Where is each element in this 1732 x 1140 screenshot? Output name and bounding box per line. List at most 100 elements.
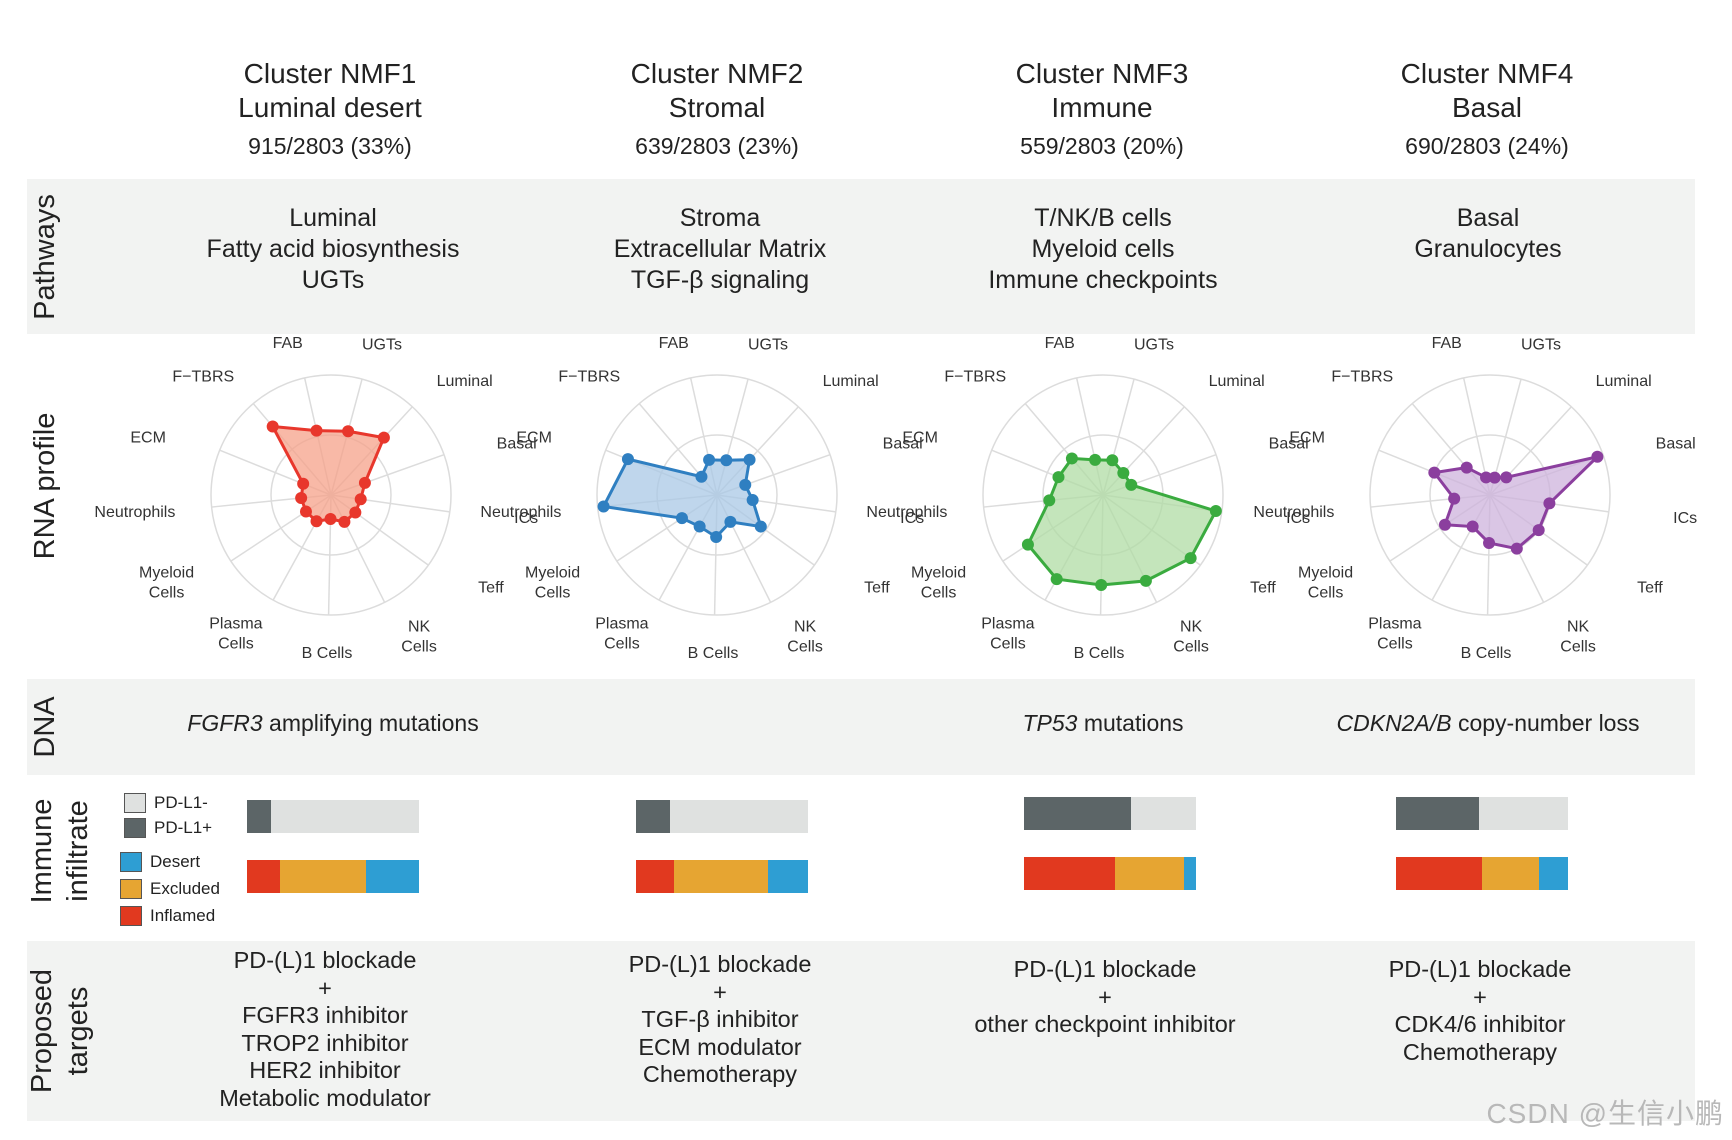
inflamed-segment <box>1396 857 1482 890</box>
radar-axis-label: FAB <box>1432 335 1462 352</box>
cluster-4-pdl1-bar <box>1396 797 1568 830</box>
radar-point <box>266 420 279 433</box>
radar-point <box>1460 461 1473 474</box>
radar-axis-label: Teff <box>864 580 890 597</box>
target-item: FGFR3 inhibitor <box>242 1002 408 1028</box>
radar-point <box>1089 453 1102 466</box>
radar-axis-label: F−TBRS <box>558 369 620 386</box>
cluster-4-title: Cluster NMF4 <box>1400 58 1574 89</box>
pathway-item: T/NK/B cells <box>1034 204 1172 232</box>
radar-point <box>1106 454 1119 467</box>
desert-segment <box>1538 857 1568 890</box>
radar-axis-label: NK <box>1567 618 1590 635</box>
radar-axis-label: Cells <box>1377 635 1413 652</box>
pdl1-positive-segment <box>1024 797 1131 830</box>
pdl1-negative-segment <box>670 800 808 833</box>
rna-profile-radars: UGTs Luminal Basal ICs Teff NK Cells B Cells Pla… <box>94 335 1697 662</box>
radar-axis-label: Myeloid <box>139 564 194 581</box>
radar-axis-label: Basal <box>1656 435 1696 452</box>
pdl1-positive-segment <box>1396 797 1479 830</box>
target-item: Chemotherapy <box>642 1061 798 1087</box>
radar-axis-label: ICs <box>900 510 924 527</box>
radar-axis-label: Luminal <box>1209 373 1265 390</box>
target-item: PD-(L)1 blockade <box>628 951 812 977</box>
radar-axis-label: Neutrophils <box>94 504 175 521</box>
radar-point <box>377 431 390 444</box>
pdl1-negative-segment <box>271 800 419 833</box>
radar-axis-label: B Cells <box>1461 645 1512 662</box>
pathway-item: Luminal <box>289 204 377 232</box>
cluster-3-pdl1-bar <box>1024 797 1196 830</box>
radar-axis-label: F−TBRS <box>944 369 1006 386</box>
radar-point <box>724 515 737 528</box>
cluster-1-targets: PD-(L)1 blockade + FGFR3 inhibitor TROP2… <box>175 947 475 1112</box>
legend-desert: Desert <box>120 852 200 872</box>
pdl1-negative-segment <box>1478 797 1568 830</box>
watermark: CSDN @生信小鹏 <box>1486 1098 1724 1129</box>
radar-axis-label: Cells <box>604 635 640 652</box>
radar-axis-label: Cells <box>149 584 185 601</box>
radar-point <box>1125 478 1138 491</box>
radar-axis-label: Cells <box>218 635 254 652</box>
legend-excluded: Excluded <box>120 879 220 899</box>
target-item: CDK4/6 inhibitor <box>1394 1011 1566 1037</box>
cluster-4-pathways: Basal Granulocytes <box>1338 203 1638 265</box>
cluster-1-dna-gene: FGFR3 <box>187 710 263 736</box>
legend-swatch-pdl1-negative <box>124 793 146 813</box>
target-item: PD-(L)1 blockade <box>233 947 417 973</box>
legend-label: Excluded <box>150 879 220 898</box>
radar-point <box>743 453 756 466</box>
legend-swatch-desert <box>120 852 142 872</box>
radar-axis-label: B Cells <box>302 645 353 662</box>
radar-point <box>695 470 708 483</box>
radar-point <box>597 500 610 513</box>
cluster-1-subtitle: Luminal desert <box>238 92 422 123</box>
radar-area-cluster-2 <box>601 457 763 539</box>
pathway-item: Myeloid cells <box>1031 235 1175 263</box>
radar-point <box>297 477 310 490</box>
legend-label: Inflamed <box>150 906 216 925</box>
excluded-segment <box>1482 857 1539 890</box>
cluster-1-immune-bar <box>247 860 419 893</box>
radar-axis-label: Cells <box>535 584 571 601</box>
cluster-2-title: Cluster NMF2 <box>630 58 804 89</box>
radar-axis-label: NK <box>408 618 431 635</box>
radar-point <box>1428 466 1441 479</box>
radar-axis-label: Teff <box>1637 580 1663 597</box>
target-item: other checkpoint inhibitor <box>974 1011 1236 1037</box>
radar-grid-ring <box>982 374 1224 616</box>
legend-swatch-pdl1-positive <box>124 818 146 838</box>
excluded-segment <box>1115 857 1184 890</box>
radar-point <box>1184 552 1197 565</box>
radar-point <box>1543 497 1556 510</box>
radar-point <box>354 493 367 506</box>
cluster-1-pathways: Luminal Fatty acid biosynthesis UGTs <box>183 203 483 296</box>
legend-swatch-excluded <box>120 879 142 899</box>
radar-point <box>1043 494 1056 507</box>
radar-grid-ring <box>1369 374 1611 616</box>
legend-pdl1-negative: PD-L1- <box>124 793 208 813</box>
radar-axis-label: Neutrophils <box>866 504 947 521</box>
radar-point <box>675 512 688 525</box>
target-item: + <box>1098 983 1112 1010</box>
cluster-4-dna-gene: CDKN2A/B <box>1336 710 1452 736</box>
desert-segment <box>365 860 419 893</box>
pathway-item: Immune checkpoints <box>988 266 1218 294</box>
radar-axis-label: Cells <box>401 638 437 655</box>
radar-axis-label: F−TBRS <box>172 369 234 386</box>
inflamed-segment <box>1024 857 1116 890</box>
radar-axis-label: Luminal <box>823 373 879 390</box>
radar-axis-label: Myeloid <box>525 564 580 581</box>
radar-axis-label: Teff <box>478 580 504 597</box>
pathway-item: Extracellular Matrix <box>613 235 827 263</box>
radar-axis-label: UGTs <box>1521 337 1561 354</box>
radar-point <box>349 506 362 519</box>
radar-point <box>1466 520 1479 533</box>
legend-pdl1-positive: PD-L1+ <box>124 818 212 838</box>
radar-point <box>1510 542 1523 555</box>
cluster-3-count: 559/2803 (20%) <box>1020 133 1184 159</box>
radar-point <box>338 515 351 528</box>
pathways-band <box>27 179 1695 334</box>
target-item: + <box>1473 983 1487 1010</box>
radar-point <box>310 515 323 528</box>
